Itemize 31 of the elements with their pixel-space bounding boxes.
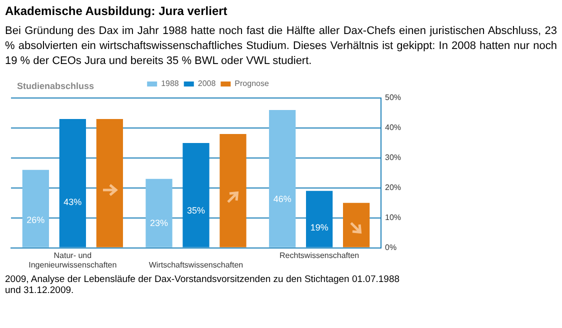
chart-title: Akademische Ausbildung: Jura verliert	[5, 4, 228, 18]
legend-label: 1988	[161, 79, 180, 88]
legend-label: 2008	[198, 79, 216, 88]
bar	[59, 118, 86, 248]
x-tick-label: Rechtswissenschaften	[280, 250, 360, 260]
bar	[343, 202, 370, 248]
data-label: 19%	[310, 222, 328, 232]
legend-label: Prognose	[234, 79, 270, 88]
bar	[306, 190, 333, 248]
data-label: 46%	[273, 194, 292, 204]
text: 2009, Analyse der Lebensläufe der Dax-Vorstandsvorsitzenden zu den Stichtagen 01.07.1988 und 31.12.2009.	[5, 274, 401, 296]
chart-subtitle: Bei Gründung des Dax im Jahr 1988 hatte noch fast die Hälfte aller Dax-Chefs einen juristischen Abschluss, 23 % absolvierten ein wirtschaftswissenschaftliches Studium. Dieses Verhältnis ist gekippt: In 2008 hatten nur noch 19 % der CEOs Jura und bereits 35 % BWL oder VWL studiert.	[5, 24, 557, 69]
bar	[220, 134, 246, 248]
bar	[22, 170, 49, 248]
data-label: 26%	[26, 215, 45, 226]
bar	[269, 110, 296, 248]
x-tick-label: Natur- und Ingenieurwissenschaften	[28, 250, 117, 270]
bar	[146, 178, 172, 248]
y-tick-label: 20%	[384, 183, 402, 192]
x-tick-label: Wirtschaftswissenschaften	[148, 260, 244, 270]
y-tick-label: 50%	[384, 93, 402, 102]
y-tick-label: 0%	[384, 243, 397, 252]
y-tick-label: 10%	[384, 213, 402, 222]
data-label: 43%	[64, 197, 82, 208]
text: Studienabschluss	[17, 81, 94, 91]
y-tick-label: 40%	[384, 123, 402, 132]
data-label: 35%	[186, 206, 205, 216]
bar	[96, 118, 123, 248]
y-tick-label: 30%	[384, 153, 402, 162]
bar	[182, 142, 210, 248]
data-label: 23%	[150, 218, 168, 228]
